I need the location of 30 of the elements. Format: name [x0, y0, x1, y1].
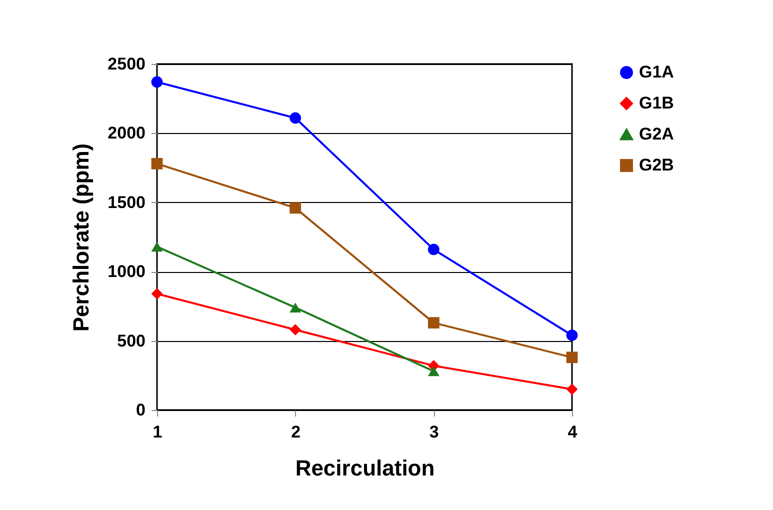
- x-tick-label: 3: [429, 422, 439, 442]
- point: [151, 158, 163, 170]
- legend-label: G1B: [639, 94, 674, 112]
- x-tick-label: 1: [152, 422, 162, 442]
- point: [566, 384, 578, 395]
- y-axis-title: Perchlorate (ppm): [68, 143, 94, 332]
- point: [428, 244, 440, 256]
- point: [428, 317, 440, 329]
- y-tick-label: 2000: [108, 124, 146, 143]
- point: [566, 330, 578, 341]
- y-tick-label: 2500: [108, 54, 146, 74]
- x-tick-label: 2: [291, 422, 301, 442]
- point: [290, 302, 302, 313]
- point: [290, 112, 302, 124]
- point: [290, 202, 302, 214]
- point: [151, 76, 163, 88]
- legend-label: G2B: [639, 156, 674, 174]
- point: [151, 242, 163, 252]
- point: [428, 366, 440, 376]
- x-tick-label: 4: [568, 422, 578, 442]
- point: [151, 288, 163, 300]
- y-tick-label: 500: [117, 331, 146, 350]
- y-tick-label: 1500: [108, 192, 146, 212]
- legend-label: G2A: [639, 124, 674, 144]
- legend-label: G1A: [639, 62, 674, 82]
- y-tick-label: 1000: [108, 262, 146, 282]
- x-axis-title: Recirculation: [295, 456, 435, 480]
- y-tick-label: 0: [136, 400, 146, 420]
- point: [566, 352, 578, 364]
- point: [290, 324, 302, 336]
